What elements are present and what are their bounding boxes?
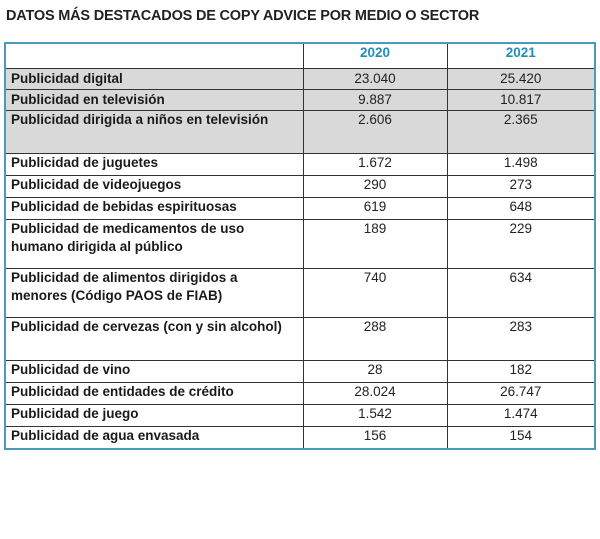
- value-2021: 1.474: [446, 404, 596, 427]
- value-2020: 23.040: [302, 68, 448, 90]
- row-label: Publicidad de entidades de crédito: [4, 382, 304, 405]
- value-2020: 189: [302, 219, 448, 269]
- value-2021: 648: [446, 197, 596, 220]
- value-2021: 283: [446, 317, 596, 361]
- value-2021: 229: [446, 219, 596, 269]
- value-2020: 1.672: [302, 153, 448, 176]
- value-2021: 1.498: [446, 153, 596, 176]
- value-2020: 2.606: [302, 110, 448, 154]
- table-row: Publicidad de videojuegos 290 273: [4, 175, 596, 198]
- row-label: Publicidad digital: [4, 68, 304, 90]
- value-2020: 290: [302, 175, 448, 198]
- page-title: DATOS MÁS DESTACADOS DE COPY ADVICE POR …: [6, 8, 480, 24]
- value-2021: 154: [446, 426, 596, 450]
- value-2021: 2.365: [446, 110, 596, 154]
- table-row: Publicidad de vino 28 182: [4, 360, 596, 383]
- value-2021: 25.420: [446, 68, 596, 90]
- table-header-row: 2020 2021: [4, 42, 596, 69]
- table-row: Publicidad de entidades de crédito 28.02…: [4, 382, 596, 405]
- value-2020: 28.024: [302, 382, 448, 405]
- value-2020: 1.542: [302, 404, 448, 427]
- value-2021: 26.747: [446, 382, 596, 405]
- header-2020: 2020: [302, 42, 448, 69]
- value-2020: 288: [302, 317, 448, 361]
- row-label: Publicidad de alimentos dirigidos a meno…: [4, 268, 304, 318]
- table-row: Publicidad de juego 1.542 1.474: [4, 404, 596, 427]
- row-label: Publicidad de cervezas (con y sin alcoho…: [4, 317, 304, 361]
- value-2021: 634: [446, 268, 596, 318]
- table-row: Publicidad de alimentos dirigidos a meno…: [4, 268, 596, 318]
- value-2020: 28: [302, 360, 448, 383]
- value-2020: 740: [302, 268, 448, 318]
- value-2020: 619: [302, 197, 448, 220]
- table-row: Publicidad de juguetes 1.672 1.498: [4, 153, 596, 176]
- row-label: Publicidad de medicamentos de uso humano…: [4, 219, 304, 269]
- value-2021: 182: [446, 360, 596, 383]
- row-label: Publicidad de videojuegos: [4, 175, 304, 198]
- row-label: Publicidad de bebidas espirituosas: [4, 197, 304, 220]
- value-2021: 10.817: [446, 89, 596, 111]
- table-row: Publicidad de medicamentos de uso humano…: [4, 219, 596, 269]
- row-label: Publicidad de juguetes: [4, 153, 304, 176]
- table-row: Publicidad de bebidas espirituosas 619 6…: [4, 197, 596, 220]
- value-2021: 273: [446, 175, 596, 198]
- row-label: Publicidad de agua envasada: [4, 426, 304, 450]
- table-row: Publicidad en televisión 9.887 10.817: [4, 89, 596, 111]
- data-table: 2020 2021 Publicidad digital 23.040 25.4…: [4, 42, 596, 450]
- row-label: Publicidad dirigida a niños en televisió…: [4, 110, 304, 154]
- row-label: Publicidad de vino: [4, 360, 304, 383]
- table-row: Publicidad de cervezas (con y sin alcoho…: [4, 317, 596, 361]
- row-label: Publicidad de juego: [4, 404, 304, 427]
- value-2020: 9.887: [302, 89, 448, 111]
- table-row: Publicidad digital 23.040 25.420: [4, 68, 596, 90]
- header-2021: 2021: [446, 42, 596, 69]
- table-row: Publicidad de agua envasada 156 154: [4, 426, 596, 450]
- table-row: Publicidad dirigida a niños en televisió…: [4, 110, 596, 154]
- header-empty-cell: [4, 42, 304, 69]
- value-2020: 156: [302, 426, 448, 450]
- row-label: Publicidad en televisión: [4, 89, 304, 111]
